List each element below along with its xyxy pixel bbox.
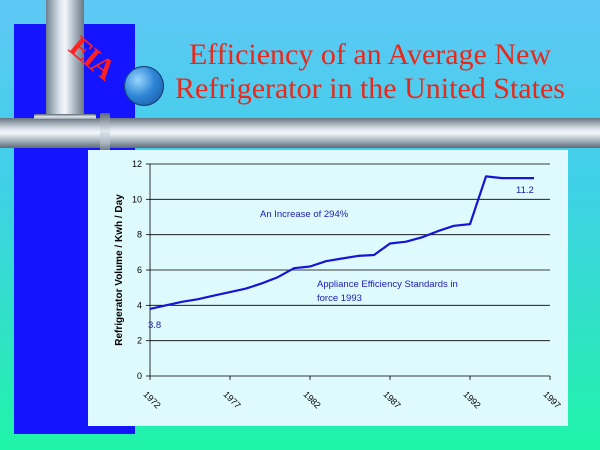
data-label-end: 11.2	[516, 185, 534, 196]
refrigerator-efficiency-chart: 0 2 4 6 8 10 12 1972 1977 1982 1987 1992 1997 Refri…	[114, 159, 563, 410]
slide-title: Efficiency of an Average New Refrigerato…	[170, 38, 570, 106]
series-line	[149, 175, 534, 310]
y-tick-label: 6	[137, 265, 142, 275]
y-tick-label: 0	[137, 371, 142, 381]
data-label-start: 3.8	[148, 320, 161, 331]
annotation-increase: An Increase of 294%	[260, 209, 349, 220]
x-tick-label: 1972	[142, 389, 163, 410]
y-tick-labels: 0 2 4 6 8 10 12	[132, 159, 142, 381]
slide-title-line2: Refrigerator in the United States	[175, 72, 565, 105]
annotation-standards-line1: Appliance Efficiency Standards in	[317, 279, 458, 290]
annotation-standards-line2: force 1993	[317, 293, 362, 304]
y-tick-label: 4	[137, 300, 142, 310]
globe-icon	[124, 66, 164, 106]
horizontal-pipe-graphic	[0, 118, 600, 148]
pipe-flange-graphic	[100, 113, 110, 153]
y-tick-label: 10	[132, 194, 142, 204]
y-tick-label: 12	[132, 159, 142, 169]
x-tick-label: 1987	[382, 389, 403, 410]
y-tick-label: 8	[137, 230, 142, 240]
x-tick-label: 1997	[542, 389, 563, 410]
x-tick-labels: 1972 1977 1982 1987 1992 1997	[142, 389, 563, 410]
slide-title-line1: Efficiency of an Average New	[188, 38, 552, 71]
vertical-pipe-graphic	[46, 0, 84, 134]
pipe-joint-graphic	[34, 114, 96, 120]
y-axis-label: Refrigerator Volume / Kwh / Day	[114, 194, 125, 346]
y-tick-label: 2	[137, 336, 142, 346]
chart-axes	[146, 163, 551, 380]
chart-labels: Refrigerator Volume / Kwh / Day 3.8 11.2 An…	[114, 185, 534, 346]
x-tick-label: 1992	[462, 389, 483, 410]
x-tick-label: 1977	[222, 389, 243, 410]
chart-gridlines	[150, 163, 550, 342]
x-tick-label: 1982	[302, 389, 323, 410]
series-layer	[149, 175, 534, 310]
chart-panel	[88, 150, 568, 426]
